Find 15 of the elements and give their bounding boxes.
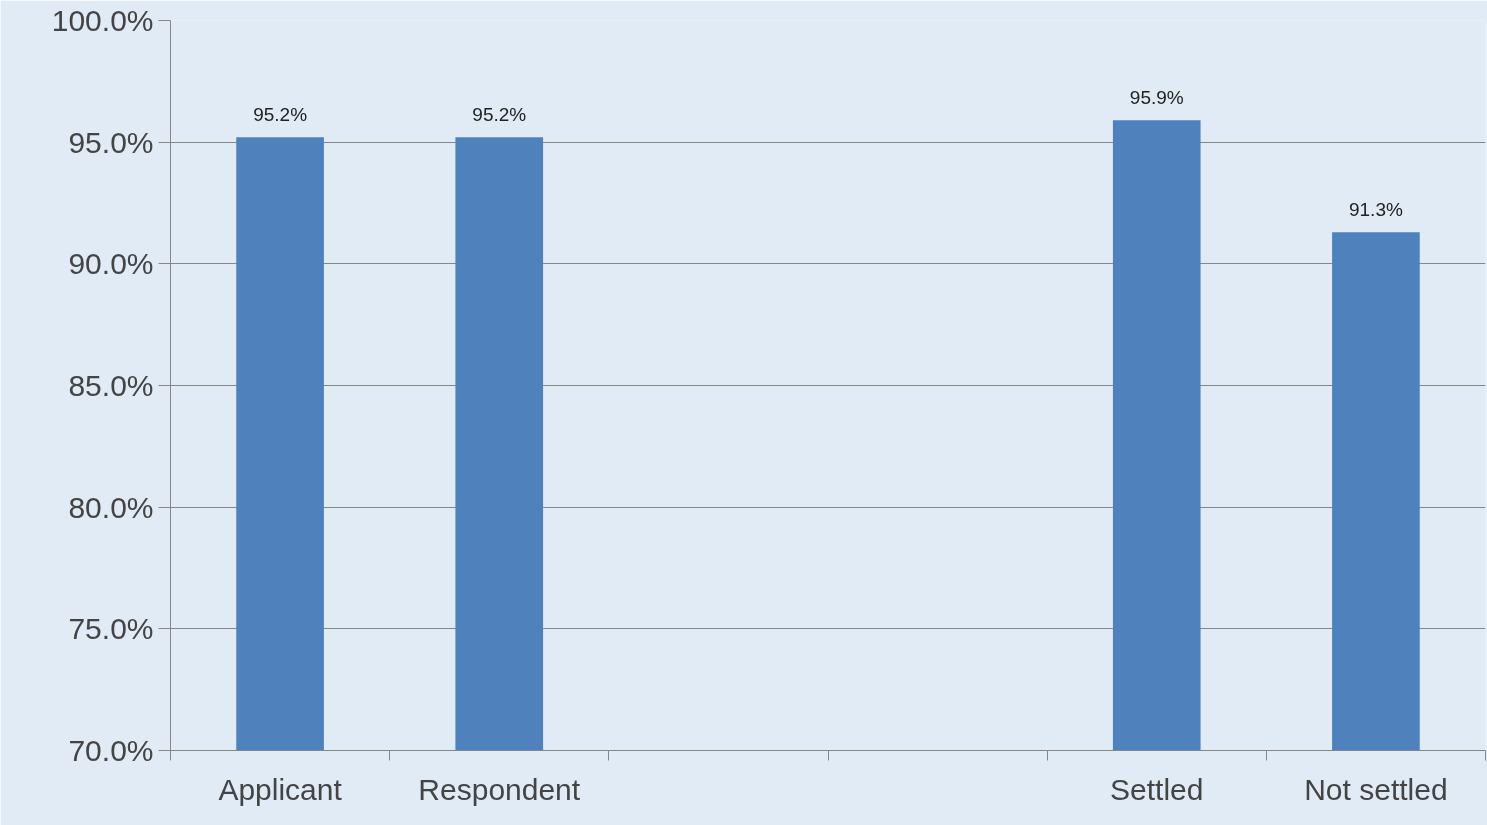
y-tick-label: 70.0% <box>68 734 154 767</box>
data-label: 95.9% <box>1129 87 1184 109</box>
data-label: 95.2% <box>472 104 527 126</box>
y-tick-label: 80.0% <box>68 490 154 524</box>
y-tick-label: 90.0% <box>68 247 154 281</box>
data-label: 95.2% <box>253 104 308 126</box>
y-tick-label: 85.0% <box>68 369 154 402</box>
x-tick-label: Settled <box>1110 772 1204 806</box>
y-tick-label: 100.0% <box>51 4 154 37</box>
x-tick-label: Applicant <box>218 772 343 806</box>
data-label: 91.3% <box>1348 199 1403 221</box>
x-tick-label: Not settled <box>1304 772 1448 806</box>
x-tick-label: Respondent <box>418 772 581 806</box>
y-tick-label: 95.0% <box>68 125 154 159</box>
y-tick-label: 75.0% <box>68 612 154 646</box>
